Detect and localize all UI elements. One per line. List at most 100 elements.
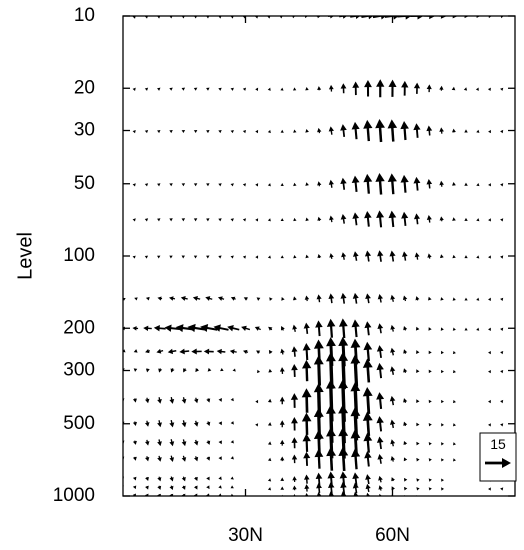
vector-arrow xyxy=(193,493,198,496)
vector-arrow xyxy=(301,388,312,413)
vector-arrow xyxy=(428,458,432,462)
vector-arrow xyxy=(181,87,186,91)
vector-arrow xyxy=(132,485,137,490)
vector-arrow xyxy=(500,16,504,19)
vector-arrow xyxy=(329,215,334,223)
vector-arrow xyxy=(390,439,396,447)
vector-arrow xyxy=(413,176,421,191)
vector-arrow xyxy=(328,126,334,135)
vector-arrow xyxy=(326,318,336,338)
vector-arrow xyxy=(352,251,359,261)
vector-arrow xyxy=(500,255,504,259)
vector-arrow xyxy=(403,421,408,427)
vector-arrow xyxy=(328,84,334,92)
vector-arrow xyxy=(144,183,149,187)
vector-arrow xyxy=(441,399,444,404)
vector-arrow xyxy=(280,129,284,133)
vector-arrow xyxy=(145,485,149,490)
vector-arrow xyxy=(293,182,297,187)
vector-arrow xyxy=(376,392,385,410)
vector-arrow xyxy=(327,471,335,487)
vector-arrow xyxy=(463,87,468,91)
vector-arrow xyxy=(351,319,360,338)
vector-arrow xyxy=(476,327,480,331)
vector-arrow xyxy=(488,255,491,259)
vector-arrow xyxy=(194,397,199,404)
vector-arrow xyxy=(218,218,222,222)
vector-arrow xyxy=(145,476,149,482)
vector-arrow xyxy=(389,250,396,262)
vector-arrow xyxy=(267,87,271,91)
vector-arrow xyxy=(157,183,161,187)
vector-arrow xyxy=(213,324,229,332)
vector-arrow xyxy=(464,129,468,133)
vector-arrow xyxy=(280,218,284,222)
vector-arrow xyxy=(464,327,468,331)
vector-arrow xyxy=(145,397,150,404)
vector-arrow xyxy=(144,87,149,91)
vector-arrow xyxy=(218,16,222,19)
vector-arrow xyxy=(291,437,298,449)
vector-arrow xyxy=(450,16,458,19)
vector-arrow xyxy=(362,411,373,437)
vector-arrow xyxy=(206,440,211,445)
vector-arrow xyxy=(243,297,248,301)
vector-arrow xyxy=(187,323,206,333)
vector-arrow xyxy=(488,487,491,491)
vector-arrow xyxy=(181,16,185,19)
vector-arrow xyxy=(338,336,349,367)
vector-arrow xyxy=(256,297,261,301)
vector-arrow xyxy=(441,423,444,427)
vector-arrow xyxy=(169,87,173,91)
vector-arrow xyxy=(390,324,396,332)
vector-arrow xyxy=(145,368,150,373)
vector-arrow xyxy=(123,456,125,461)
vector-arrow xyxy=(193,129,198,134)
vector-arrow xyxy=(145,420,150,427)
vector-arrow xyxy=(452,399,456,404)
vector-arrow xyxy=(428,350,432,355)
vector-arrow xyxy=(181,397,187,404)
vector-arrow xyxy=(292,87,297,91)
vector-arrow xyxy=(268,326,273,331)
vector-arrow xyxy=(255,16,259,19)
vector-arrow xyxy=(416,369,420,373)
vector-arrow xyxy=(230,16,234,19)
vector-arrow xyxy=(193,420,199,427)
vector-arrow xyxy=(291,417,298,431)
vector-arrow xyxy=(305,128,309,133)
vector-arrow xyxy=(403,326,408,331)
vector-arrow xyxy=(230,218,234,222)
vector-arrow xyxy=(351,175,360,192)
vector-arrow xyxy=(413,123,421,138)
vector-arrow xyxy=(292,485,297,491)
vector-arrow xyxy=(268,349,273,354)
vector-arrow xyxy=(410,16,424,20)
vector-arrow xyxy=(267,218,271,222)
vector-arrow xyxy=(391,477,395,482)
vector-arrow xyxy=(132,16,136,19)
vector-arrow xyxy=(500,129,504,134)
vector-arrow xyxy=(255,218,259,222)
vector-arrow xyxy=(132,421,137,427)
vector-arrow xyxy=(350,338,361,365)
vector-arrow xyxy=(132,398,137,403)
vector-arrow xyxy=(194,476,198,482)
vector-arrow xyxy=(303,451,311,466)
vector-arrow xyxy=(476,297,480,301)
vector-arrow xyxy=(452,327,456,331)
y-tick-label: 30 xyxy=(74,120,95,141)
vector-arrow xyxy=(123,440,125,445)
vector-arrow xyxy=(305,492,309,496)
vector-arrow xyxy=(475,87,479,91)
vector-arrow xyxy=(157,439,162,447)
vector-arrow xyxy=(280,87,284,91)
vector-arrow xyxy=(192,296,201,301)
reference-arrow xyxy=(485,458,511,468)
vector-arrow xyxy=(441,369,444,374)
vector-arrow xyxy=(267,16,271,19)
vector-arrow xyxy=(302,343,311,361)
vector-arrow xyxy=(293,129,297,133)
vector-arrow xyxy=(488,399,491,404)
vector-arrow xyxy=(157,218,161,222)
